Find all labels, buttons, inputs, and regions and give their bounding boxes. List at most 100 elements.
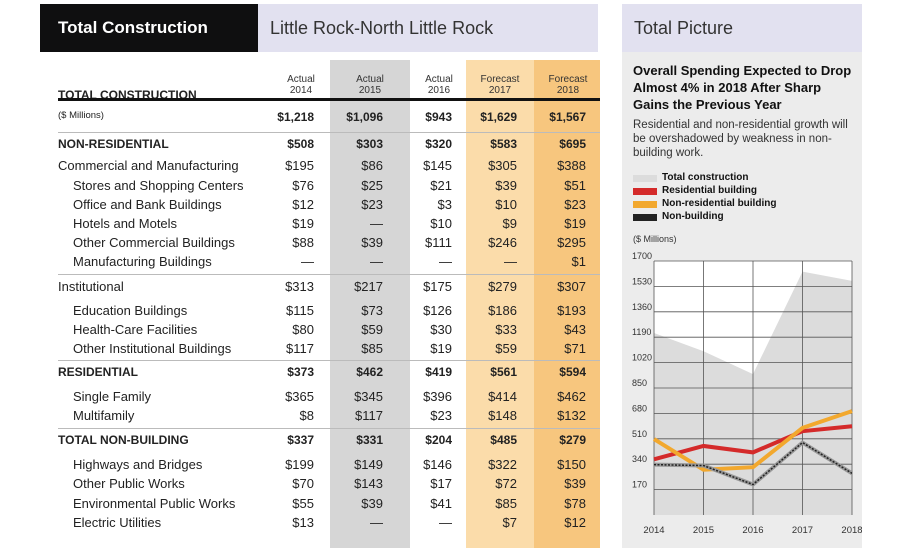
table-cell: $3	[437, 197, 452, 212]
chart-units: ($ Millions)	[633, 234, 677, 244]
column-header: Forecast 2018	[538, 74, 598, 96]
column-header-type: Forecast	[480, 74, 520, 85]
table-cell: $13	[292, 515, 314, 530]
column-header: Actual 2014	[271, 74, 331, 96]
table-cell: $59	[495, 341, 517, 356]
table-cell: $193	[557, 303, 586, 318]
table-cell: $111	[425, 235, 452, 250]
row-label: Office and Bank Buildings	[73, 197, 222, 212]
column-band-2017	[466, 60, 534, 548]
table-cell: $148	[488, 408, 517, 423]
legend-label: Non-residential building	[662, 198, 777, 209]
table-cell: —	[301, 254, 314, 269]
x-tick-label: 2018	[841, 525, 862, 536]
row-label: Health-Care Facilities	[73, 322, 198, 337]
table-cell: $115	[286, 303, 314, 318]
table-cell: $305	[488, 158, 517, 173]
row-label: Institutional	[58, 279, 124, 294]
table-cell: $10	[495, 197, 517, 212]
row-label: NON-RESIDENTIAL	[58, 137, 169, 151]
legend-label: Residential building	[662, 185, 758, 196]
row-label: Environmental Public Works	[73, 496, 236, 511]
y-tick-label: 340	[632, 454, 647, 464]
panel-heading: Total Picture	[622, 4, 862, 52]
table-cell: $279	[559, 433, 586, 447]
table-cell: $7	[502, 515, 517, 530]
table-cell: $12	[564, 515, 586, 530]
table-cell: $132	[557, 408, 586, 423]
row-label: Other Public Works	[73, 476, 185, 491]
panel-subtitle: Residential and non-residential growth w…	[633, 119, 848, 159]
table-cell: $146	[423, 457, 452, 472]
table-cell: $388	[557, 158, 586, 173]
row-label: Other Commercial Buildings	[73, 235, 235, 250]
table-cell: $39	[361, 496, 383, 511]
table-cell: $23	[361, 197, 383, 212]
table-cell: $21	[430, 178, 452, 193]
panel-title: Overall Spending Expected to Drop Almost…	[633, 63, 852, 112]
table-cell: $85	[361, 341, 383, 356]
y-tick-label: 1530	[632, 276, 652, 286]
table-cell: $145	[423, 158, 452, 173]
table-cell: $17	[430, 476, 452, 491]
row-divider	[58, 132, 600, 133]
column-header: Forecast 2017	[470, 74, 530, 96]
legend-swatch	[633, 188, 657, 195]
series-line-residential	[653, 424, 853, 462]
column-header: Actual 2015	[340, 74, 400, 96]
table-cell: —	[370, 515, 383, 530]
table-cell: $39	[495, 178, 517, 193]
table-cell: $186	[488, 303, 517, 318]
table-cell: $462	[557, 389, 586, 404]
table-cell: $373	[287, 365, 314, 379]
table-cell: $322	[488, 457, 517, 472]
table-cell: $73	[361, 303, 383, 318]
table-cell: $150	[557, 457, 586, 472]
legend-label: Non-building	[662, 211, 724, 222]
column-band-2015	[330, 60, 410, 548]
table-cell: $72	[495, 476, 517, 491]
series-line-nonresidential	[652, 409, 853, 472]
column-band-2018	[534, 60, 600, 548]
row-label: Highways and Bridges	[73, 457, 203, 472]
column-header-type: Actual	[425, 74, 453, 85]
row-label: Other Institutional Buildings	[73, 341, 232, 356]
table-cell: $143	[354, 476, 383, 491]
y-tick-label: 1020	[632, 353, 652, 363]
row-label: RESIDENTIAL	[58, 365, 139, 379]
table-cell: $41	[430, 496, 452, 511]
y-tick-label: 510	[632, 429, 647, 439]
table-cell: $25	[361, 178, 383, 193]
row-divider	[58, 428, 600, 429]
row-divider	[58, 360, 600, 361]
y-tick-label: 170	[632, 480, 647, 490]
table-cell: $583	[490, 137, 517, 151]
table-cell: $51	[564, 178, 586, 193]
table-cell: $19	[430, 341, 452, 356]
table-cell: $485	[490, 433, 517, 447]
table-cell: $313	[285, 279, 314, 294]
table-cell: $1	[571, 254, 586, 269]
table-cell: $33	[495, 322, 517, 337]
table-cell: $1,218	[277, 110, 314, 124]
table-cell: $943	[425, 110, 452, 124]
table-cell: $19	[564, 216, 586, 231]
table-cell: —	[370, 216, 383, 231]
table-cell: $414	[488, 389, 517, 404]
table-cell: $365	[285, 389, 314, 404]
table-cell: $419	[425, 365, 452, 379]
column-header-type: Actual	[356, 74, 384, 85]
table-cell: $149	[354, 457, 383, 472]
y-tick-label: 680	[632, 403, 647, 413]
table-cell: $295	[557, 235, 586, 250]
table-cell: $59	[361, 322, 383, 337]
table-cell: $331	[356, 433, 383, 447]
x-tick-label: 2016	[742, 525, 763, 536]
table-cell: $307	[557, 279, 586, 294]
table-cell: $78	[564, 496, 586, 511]
table-cell: $199	[285, 457, 314, 472]
table-cell: $320	[425, 137, 452, 151]
table-title: Total Construction Starts	[40, 4, 258, 85]
row-label: Commercial and Manufacturing	[58, 158, 239, 173]
column-header-year: 2018	[556, 85, 580, 96]
